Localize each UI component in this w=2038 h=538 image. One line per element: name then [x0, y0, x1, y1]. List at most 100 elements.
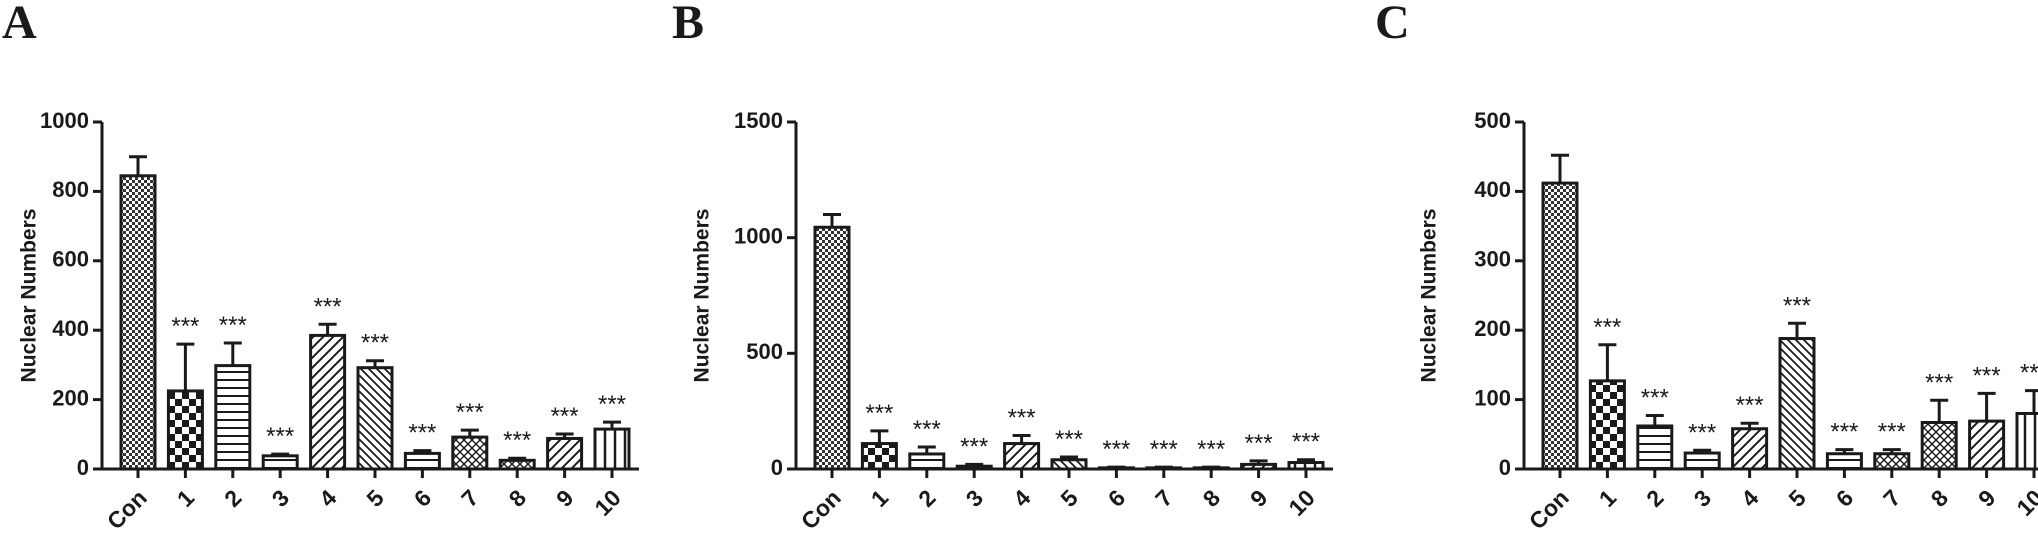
- bar-8: [1920, 421, 1958, 471]
- significance-label: ***: [361, 330, 389, 357]
- significance-label: ***: [1830, 419, 1858, 446]
- y-tick-label: 600: [52, 247, 89, 272]
- y-tick-label: 500: [1474, 108, 1511, 133]
- x-tick-label: 4: [1736, 484, 1764, 512]
- x-tick-label: Con: [102, 484, 152, 534]
- bar-3: [1683, 451, 1721, 471]
- x-tick-label: 6: [1103, 484, 1130, 511]
- x-tick-label: 4: [1008, 484, 1036, 512]
- x-tick-label: Con: [796, 484, 846, 534]
- significance-label: ***: [314, 293, 342, 320]
- bar-4: [1003, 442, 1041, 471]
- bar-1: [166, 389, 204, 471]
- significance-label: ***: [266, 423, 294, 450]
- y-tick-label: 200: [1474, 316, 1511, 341]
- x-tick-label: 7: [1150, 484, 1177, 511]
- significance-label: ***: [598, 391, 626, 418]
- y-tick-label: 0: [771, 455, 783, 480]
- bar-1: [860, 442, 898, 471]
- bar-8: [1192, 466, 1230, 471]
- x-tick-label: 2: [1641, 484, 1668, 511]
- x-tick-label: Con: [1524, 484, 1574, 534]
- bar-con: [119, 174, 157, 471]
- y-tick-label: 500: [746, 339, 783, 364]
- x-tick-label: 5: [1055, 484, 1083, 512]
- bar-7: [451, 435, 489, 471]
- x-tick-label: 6: [409, 484, 436, 511]
- bar-6: [1097, 466, 1135, 471]
- x-tick-label: 5: [361, 484, 389, 512]
- panel-b: B Nuclear Numbers 0 500 1000 1500 Con *** 1 *** 2 *…: [672, 0, 1333, 534]
- y-axis-label: Nuclear Numbers: [1418, 209, 1441, 383]
- bar-1: [1588, 379, 1626, 471]
- x-tick-label: 2: [913, 484, 940, 511]
- panel-letter: B: [672, 0, 704, 49]
- bar-con: [1541, 181, 1579, 471]
- x-tick-label: 8: [1926, 484, 1954, 512]
- bar-9: [1968, 419, 2006, 471]
- x-tick-label: 1: [172, 484, 200, 512]
- y-tick-label: 1000: [40, 108, 89, 133]
- significance-label: ***: [551, 403, 579, 430]
- bar-10: [1287, 461, 1325, 471]
- bar-7: [1145, 466, 1183, 471]
- panel-a: A Nuclear Numbers 0 200 400 600 800 1000 Con *** 1…: [2, 0, 639, 534]
- bar-10: [593, 427, 631, 471]
- bar-9: [1240, 462, 1278, 471]
- x-tick-label: 8: [504, 484, 532, 512]
- bar-2: [1636, 424, 1674, 471]
- y-tick-label: 400: [1474, 177, 1511, 202]
- x-tick-label: 5: [1783, 484, 1811, 512]
- y-tick-label: 0: [1499, 455, 1511, 480]
- significance-label: ***: [503, 427, 531, 454]
- bar-4: [1731, 427, 1769, 471]
- significance-label: ***: [865, 400, 893, 427]
- bar-2: [214, 364, 252, 471]
- x-tick-label: 7: [456, 484, 483, 511]
- bar-5: [356, 366, 394, 471]
- x-tick-label: 3: [267, 484, 294, 511]
- significance-label: ***: [1102, 436, 1130, 463]
- bar-6: [1825, 452, 1863, 471]
- x-tick-label: 2: [219, 484, 246, 511]
- y-tick-label: 400: [52, 316, 89, 341]
- y-tick-label: 100: [1474, 385, 1511, 410]
- y-tick-label: 1500: [734, 108, 783, 133]
- x-tick-label: 1: [1594, 484, 1622, 512]
- significance-label: ***: [2020, 360, 2038, 387]
- bar-3: [261, 454, 299, 471]
- x-tick-label: 1: [866, 484, 894, 512]
- y-axis-label: Nuclear Numbers: [691, 209, 714, 383]
- significance-label: ***: [171, 313, 199, 340]
- significance-label: ***: [1150, 436, 1178, 463]
- significance-label: ***: [913, 416, 941, 443]
- x-tick-label: 3: [961, 484, 988, 511]
- significance-label: ***: [1688, 419, 1716, 446]
- x-tick-label: 6: [1831, 484, 1858, 511]
- y-tick-label: 0: [77, 455, 89, 480]
- significance-label: ***: [1055, 426, 1083, 453]
- bar-5: [1050, 458, 1088, 471]
- panel-letter: A: [2, 0, 37, 49]
- x-tick-label: 9: [1245, 484, 1272, 511]
- panel-letter: C: [1375, 0, 1410, 49]
- significance-label: ***: [1245, 430, 1273, 457]
- y-tick-label: 1000: [734, 223, 783, 248]
- significance-label: ***: [219, 312, 247, 339]
- bar-10: [2015, 411, 2038, 471]
- bar-8: [498, 458, 536, 471]
- x-tick-label: 10: [1283, 484, 1319, 520]
- y-tick-label: 200: [52, 385, 89, 410]
- bar-4: [309, 333, 347, 471]
- significance-label: ***: [408, 420, 436, 447]
- x-tick-label: 9: [551, 484, 578, 511]
- bar-7: [1873, 452, 1911, 471]
- panel-c: C Nuclear Numbers 0 100 200 300 400 500 Con *** 1 *…: [1375, 0, 2038, 534]
- x-tick-label: 4: [314, 484, 342, 512]
- significance-label: ***: [1197, 436, 1225, 463]
- bar-5: [1778, 337, 1816, 471]
- x-tick-label: 9: [1973, 484, 2000, 511]
- bar-2: [908, 452, 946, 471]
- significance-label: ***: [1878, 419, 1906, 446]
